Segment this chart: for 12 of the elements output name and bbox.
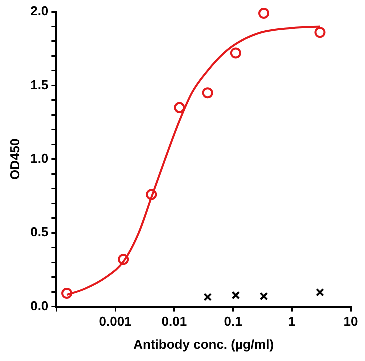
x-tick-label: 1 — [288, 314, 296, 330]
x-tick-label: 0.01 — [162, 314, 188, 330]
y-tick-label: 1.0 — [30, 150, 49, 166]
y-tick-label: 1.5 — [30, 77, 49, 92]
x-tick-label: 10 — [344, 314, 358, 330]
y-axis-title: OD450 — [7, 138, 22, 180]
y-tick-label: 0.0 — [30, 298, 49, 314]
x-tick-label: 0.1 — [224, 314, 242, 330]
x-tick-label: 0.001 — [99, 314, 132, 330]
y-tick-label: 0.5 — [30, 224, 49, 240]
x-axis-title: Antibody conc. (µg/ml) — [134, 336, 274, 352]
y-tick-label: 2.0 — [30, 4, 49, 19]
